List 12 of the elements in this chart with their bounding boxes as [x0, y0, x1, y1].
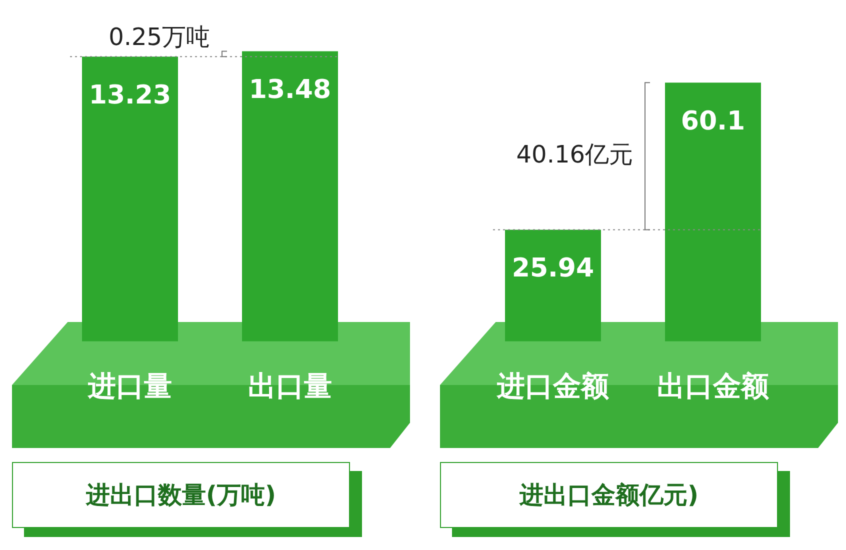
text: 0.25万吨	[108, 22, 210, 51]
x-tick-label: 进口金额	[496, 369, 610, 402]
x-tick-label: 出口金额	[657, 369, 770, 402]
text: 进出口数量(万吨)	[12, 462, 350, 528]
annotation: 40.16亿元	[516, 140, 633, 168]
data-label: 13.48	[248, 74, 332, 105]
data-label: 25.94	[512, 253, 594, 284]
data-label: 60.1	[680, 106, 746, 136]
x-tick-label: 进口量	[87, 369, 172, 402]
text: 进出口金额亿元)	[440, 462, 778, 528]
data-label: 13.23	[88, 80, 172, 110]
x-tick-label: 出口量	[248, 369, 332, 402]
